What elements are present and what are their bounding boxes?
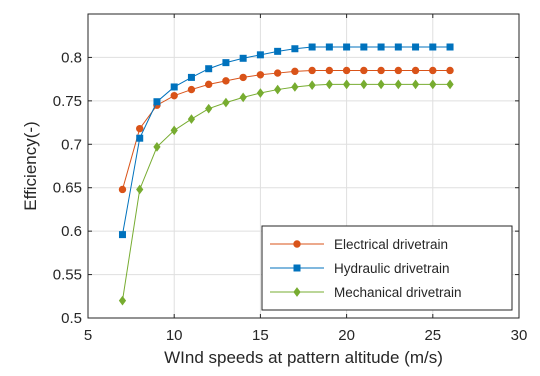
data-point bbox=[187, 85, 196, 94]
data-point bbox=[187, 114, 196, 124]
data-point bbox=[360, 79, 368, 90]
data-point bbox=[411, 79, 420, 90]
legend-entry: Electrical drivetrain bbox=[270, 237, 448, 252]
series-line bbox=[121, 46, 451, 235]
data-point bbox=[446, 66, 454, 75]
data-point bbox=[343, 43, 351, 51]
data-point bbox=[153, 142, 161, 152]
y-tick-label: 0.65 bbox=[53, 180, 82, 197]
data-point bbox=[377, 43, 385, 51]
y-tick-label: 0.6 bbox=[61, 223, 82, 240]
data-point bbox=[291, 45, 299, 53]
data-point bbox=[394, 79, 402, 90]
data-point bbox=[153, 98, 161, 106]
data-point bbox=[187, 73, 195, 81]
legend: Electrical drivetrain Hydraulic drivetrai… bbox=[261, 225, 513, 311]
data-point bbox=[239, 73, 247, 82]
x-tick-label: 25 bbox=[424, 327, 441, 344]
data-point bbox=[170, 83, 178, 91]
data-point bbox=[170, 125, 178, 136]
series-mechanical-drivetrain bbox=[118, 79, 454, 306]
legend-entry: Hydraulic drivetrain bbox=[270, 261, 450, 276]
series-electrical-drivetrain bbox=[118, 66, 454, 194]
data-point bbox=[325, 79, 333, 90]
data-point bbox=[205, 65, 213, 73]
data-point bbox=[291, 82, 299, 92]
data-point bbox=[118, 295, 127, 306]
x-tick-label: 30 bbox=[511, 327, 528, 344]
legend-entry: Mechanical drivetrain bbox=[270, 285, 462, 300]
x-tick-label: 20 bbox=[338, 327, 355, 344]
y-tick-label: 0.8 bbox=[61, 49, 82, 66]
y-axis-label: Efficiency(-) bbox=[21, 121, 40, 210]
plot-area-frame bbox=[87, 13, 520, 319]
data-point bbox=[308, 66, 316, 75]
data-point bbox=[136, 184, 144, 195]
series-hydraulic-drivetrain bbox=[118, 43, 454, 239]
legend-label: Hydraulic drivetrain bbox=[334, 261, 450, 276]
data-point bbox=[239, 54, 247, 62]
data-point bbox=[429, 43, 437, 51]
data-point bbox=[377, 66, 385, 75]
x-tick-label: 5 bbox=[84, 327, 92, 344]
data-point bbox=[222, 77, 230, 85]
data-point bbox=[411, 66, 420, 75]
data-point bbox=[394, 43, 402, 51]
y-tick-label: 0.5 bbox=[61, 310, 82, 327]
y-tick-label: 0.55 bbox=[53, 267, 82, 284]
series-layer bbox=[118, 43, 454, 306]
data-point bbox=[342, 66, 351, 75]
y-tick-label: 0.75 bbox=[53, 93, 82, 110]
data-point bbox=[394, 66, 403, 75]
data-point bbox=[204, 80, 213, 89]
data-point bbox=[222, 59, 230, 67]
legend-label: Mechanical drivetrain bbox=[334, 285, 462, 300]
data-point bbox=[222, 97, 230, 108]
data-point bbox=[412, 43, 420, 51]
x-axis-label: WInd speeds at pattern altitude (m/s) bbox=[164, 348, 443, 367]
data-point bbox=[446, 43, 454, 51]
data-point bbox=[274, 84, 282, 95]
legend-entries: Electrical drivetrain Hydraulic drivetrai… bbox=[270, 237, 462, 300]
data-point bbox=[118, 185, 127, 194]
data-point bbox=[429, 66, 437, 75]
data-point bbox=[342, 79, 351, 90]
data-point bbox=[136, 124, 144, 133]
legend-label: Electrical drivetrain bbox=[334, 237, 448, 252]
data-point bbox=[273, 69, 282, 77]
x-tick-label: 15 bbox=[252, 327, 269, 344]
data-point bbox=[205, 103, 213, 114]
legend-marker bbox=[293, 264, 301, 272]
legend-marker bbox=[293, 240, 301, 248]
y-tick-label: 0.7 bbox=[61, 136, 82, 153]
data-point bbox=[446, 79, 454, 90]
legend-marker bbox=[293, 287, 301, 297]
data-point bbox=[170, 91, 178, 100]
data-point bbox=[360, 43, 368, 51]
data-point bbox=[256, 51, 264, 59]
data-point bbox=[429, 79, 437, 90]
data-point bbox=[239, 92, 247, 103]
data-point bbox=[256, 71, 265, 79]
axis-ticks bbox=[87, 14, 520, 319]
data-point bbox=[377, 79, 385, 90]
data-point bbox=[136, 134, 144, 142]
data-point bbox=[308, 80, 316, 91]
data-point bbox=[360, 66, 368, 75]
data-point bbox=[291, 67, 299, 76]
data-point bbox=[325, 43, 333, 51]
data-point bbox=[256, 88, 265, 98]
data-point bbox=[325, 66, 334, 75]
tick-labels: 5 10 15 20 25 30 0.5 0.55 0.6 0.65 0.7 0.75 0.8 bbox=[53, 49, 528, 344]
x-tick-label: 10 bbox=[166, 327, 183, 344]
data-point bbox=[308, 43, 316, 51]
data-point bbox=[118, 231, 126, 239]
data-point bbox=[274, 47, 282, 55]
